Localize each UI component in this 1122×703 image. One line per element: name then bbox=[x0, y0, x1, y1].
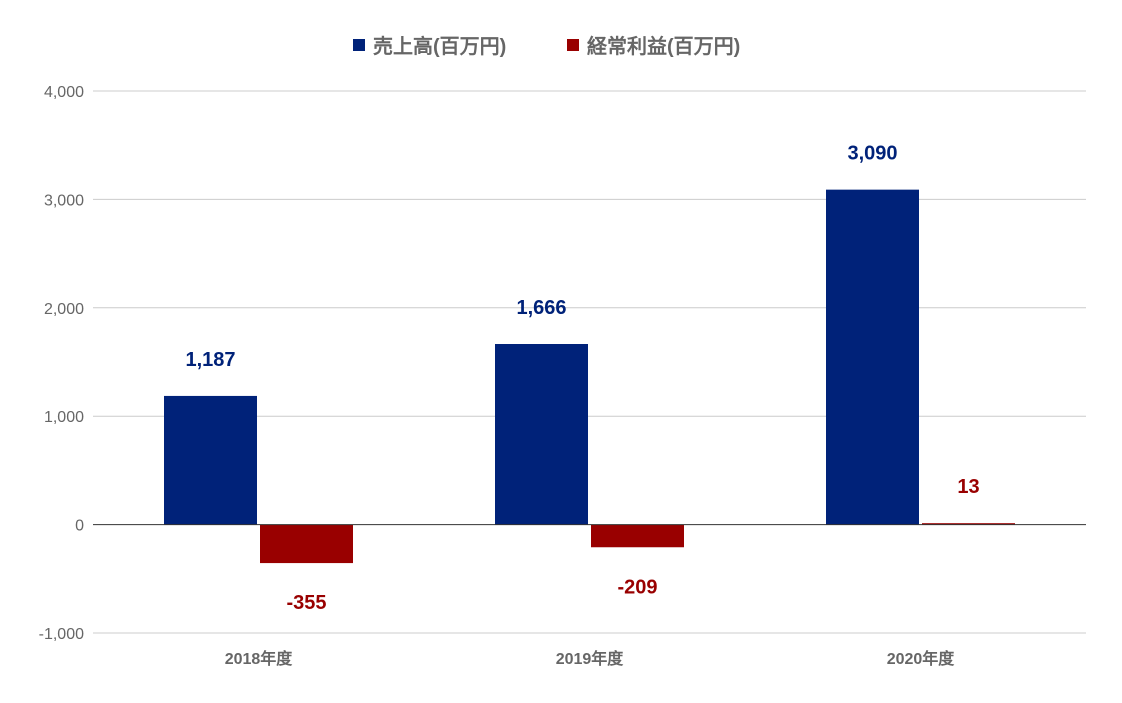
y-tick-label: 2,000 bbox=[44, 301, 84, 318]
legend-swatch-ordinary-profit bbox=[567, 39, 579, 51]
x-tick-label: 2020年度 bbox=[887, 649, 956, 668]
y-tick-label: -1,000 bbox=[39, 626, 84, 643]
data-label: 3,090 bbox=[847, 143, 897, 165]
legend-label-ordinary-profit: 経常利益(百万円) bbox=[587, 34, 740, 58]
bars bbox=[164, 189, 1015, 564]
legend-label-sales: 売上高(百万円) bbox=[373, 34, 506, 58]
bar-ordinary-profit bbox=[260, 524, 353, 564]
x-tick-label: 2018年度 bbox=[225, 649, 294, 668]
data-label: -355 bbox=[286, 592, 326, 614]
data-labels: 1,187 -355 1,666 -209 3,090 13 bbox=[185, 143, 979, 614]
data-label: -209 bbox=[617, 576, 657, 598]
bar-ordinary-profit bbox=[591, 524, 684, 548]
bar-sales bbox=[495, 344, 588, 525]
y-tick-label: 4,000 bbox=[44, 84, 84, 101]
legend: 売上高(百万円) 経常利益(百万円) bbox=[353, 34, 740, 58]
data-label: 13 bbox=[957, 476, 979, 498]
x-axis: 2018年度 2019年度 2020年度 bbox=[93, 524, 1086, 668]
bar-ordinary-profit bbox=[922, 523, 1015, 525]
y-tick-label: 0 bbox=[75, 518, 84, 535]
y-axis: -1,000 0 1,000 2,000 3,000 4,000 bbox=[39, 84, 84, 643]
bar-sales bbox=[826, 189, 919, 525]
data-label: 1,187 bbox=[185, 349, 235, 371]
bar-sales bbox=[164, 395, 257, 525]
legend-swatch-sales bbox=[353, 39, 365, 51]
gridlines bbox=[93, 90, 1086, 634]
y-tick-label: 1,000 bbox=[44, 409, 84, 426]
x-tick-label: 2019年度 bbox=[556, 649, 625, 668]
data-label: 1,666 bbox=[516, 297, 566, 319]
y-tick-label: 3,000 bbox=[44, 192, 84, 209]
